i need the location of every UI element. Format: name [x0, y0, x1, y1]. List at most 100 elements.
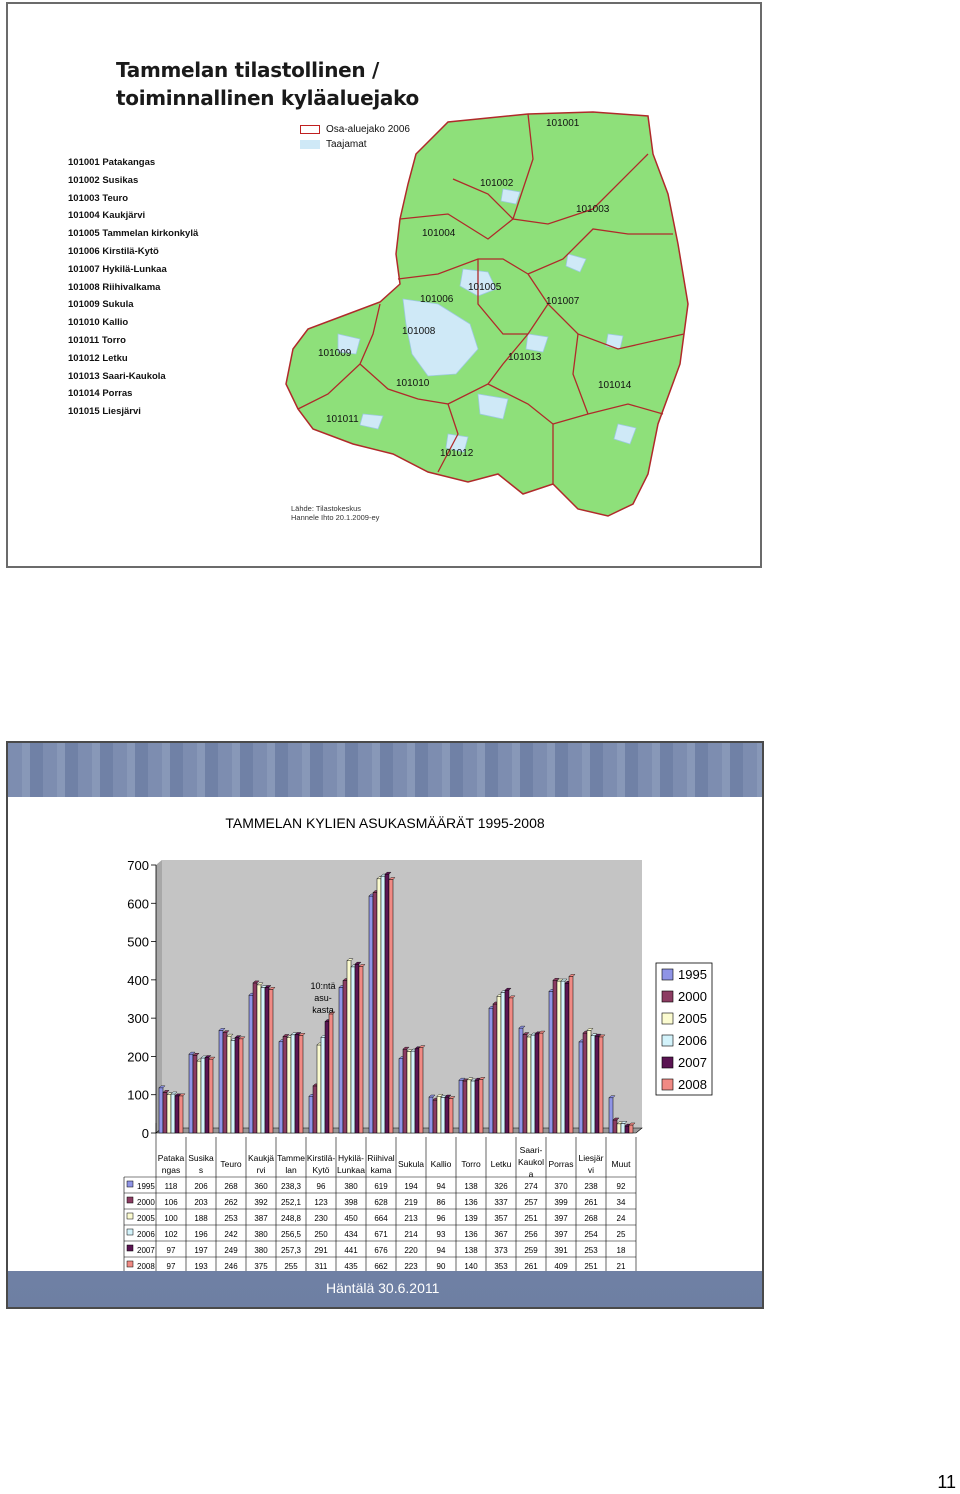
table-cell: 24 [617, 1214, 626, 1223]
map-title: Tammelan tilastollinen / toiminnallinen … [116, 56, 419, 112]
bar-2005 [256, 984, 262, 1134]
bar-2008 [178, 1095, 184, 1134]
map-water [477, 393, 509, 420]
area-list-item: 101013 Saari-Kaukola [68, 370, 166, 382]
table-cell: 255 [284, 1262, 298, 1271]
bar-top-2008 [298, 1033, 306, 1036]
map-area-label: 101014 [598, 380, 632, 391]
table-cell: 249 [224, 1246, 238, 1255]
category-label: Sukula [398, 1159, 424, 1169]
bar-2000 [492, 1003, 498, 1134]
bar-2007 [534, 1033, 540, 1134]
table-cell: 398 [344, 1198, 358, 1207]
table-row-swatch [126, 1228, 134, 1236]
area-list-item: 101010 Kallio [68, 317, 129, 329]
table-cell: 676 [374, 1246, 388, 1255]
category-label: Saari- [520, 1145, 543, 1155]
area-list-item: 101009 Sukula [68, 299, 134, 311]
table-cell: 380 [254, 1230, 268, 1239]
chart-annotation: asu- [314, 993, 332, 1003]
table-cell: 136 [464, 1230, 478, 1239]
table-cell: 435 [344, 1262, 358, 1271]
area-list: 101001 Patakangas 101002 Susikas 101003 Te… [68, 154, 198, 421]
table-cell: 219 [404, 1198, 418, 1207]
table-cell: 86 [437, 1198, 446, 1207]
bar-2005 [436, 1095, 442, 1134]
bar-2005 [526, 1036, 532, 1134]
legend-osa-alue: Osa-aluejako 2006 [326, 124, 410, 135]
source-note: Lähde: Tilastokeskus Hannele Ihto 20.1.2… [291, 504, 379, 522]
table-cell: 21 [617, 1262, 626, 1271]
table-cell: 18 [617, 1246, 626, 1255]
area-list-item: 101003 Teuro [68, 192, 129, 204]
table-cell: 213 [404, 1214, 418, 1223]
category-label: Kirstilä- [307, 1153, 336, 1163]
table-row-label: 2008 [137, 1262, 155, 1271]
table-cell: 97 [167, 1246, 176, 1255]
table-cell: 664 [374, 1214, 388, 1223]
bar-2005 [406, 1051, 412, 1134]
bar-top-2008 [178, 1093, 186, 1097]
category-label: rvi [257, 1165, 266, 1175]
legend-label: 2008 [678, 1077, 707, 1092]
area-list-item: 101002 Susikas [68, 174, 139, 186]
bar-top-2008 [598, 1034, 606, 1038]
map-area-label: 101009 [318, 348, 352, 359]
table-cell: 671 [374, 1230, 388, 1239]
table-cell: 242 [224, 1230, 238, 1239]
category-label: Tamme [277, 1153, 305, 1163]
chart-annotation: kasta [312, 1005, 334, 1015]
table-cell: 194 [404, 1182, 418, 1191]
table-cell: 136 [464, 1198, 478, 1207]
legend-label: 2007 [678, 1055, 707, 1070]
area-list-item: 101012 Letku [68, 352, 128, 364]
bar-2000 [462, 1080, 468, 1134]
table-cell: 140 [464, 1262, 478, 1271]
bar-2007 [354, 963, 360, 1134]
table-cell: 360 [254, 1182, 268, 1191]
map-area-label: 101012 [440, 448, 474, 459]
bar-2008 [358, 966, 364, 1134]
bar-2008 [238, 1038, 244, 1134]
map-water [565, 253, 587, 273]
table-cell: 248,8 [281, 1214, 302, 1223]
bar-2008 [508, 997, 514, 1134]
bar-2000 [252, 982, 258, 1134]
bar-2000 [282, 1036, 288, 1134]
bar-2007 [564, 983, 570, 1134]
bar-2000 [552, 979, 558, 1134]
area-list-item: 101015 Liesjärvi [68, 406, 141, 418]
table-cell: 409 [554, 1262, 568, 1271]
bar-top-2007 [264, 985, 272, 988]
bar-1995 [458, 1079, 464, 1134]
bar-2000 [582, 1032, 588, 1134]
y-tick-label: 400 [127, 973, 149, 988]
bar-top-2007 [594, 1033, 602, 1037]
map-area-label: 101002 [480, 178, 514, 189]
bar-top-2007 [354, 961, 362, 965]
bar-2006 [530, 1034, 536, 1134]
bar-top-2008 [508, 995, 516, 999]
bar-top-2008 [208, 1056, 216, 1060]
map-border [447, 333, 529, 405]
bar-top-1995 [158, 1085, 166, 1089]
bar-1995 [188, 1053, 194, 1134]
map-water [613, 423, 637, 445]
bar-top-2006 [620, 1121, 628, 1124]
table-cell: 118 [165, 1182, 178, 1191]
table-cell: 291 [314, 1246, 328, 1255]
bar-top-2008 [448, 1096, 456, 1099]
map-border [477, 259, 549, 335]
area-list-item: 101008 Riihivalkama [68, 281, 161, 293]
table-cell: 246 [224, 1262, 238, 1271]
table-cell: 197 [194, 1246, 208, 1255]
category-label: ngas [162, 1165, 180, 1175]
legend-swatch [661, 1012, 674, 1025]
map-water [605, 333, 624, 350]
table-cell: 203 [194, 1198, 208, 1207]
table-cell: 106 [164, 1198, 178, 1207]
page-number: 11 [937, 1472, 956, 1492]
table-cell: 96 [317, 1182, 326, 1191]
table-cell: 262 [224, 1198, 238, 1207]
category-label: Riihival [367, 1153, 395, 1163]
